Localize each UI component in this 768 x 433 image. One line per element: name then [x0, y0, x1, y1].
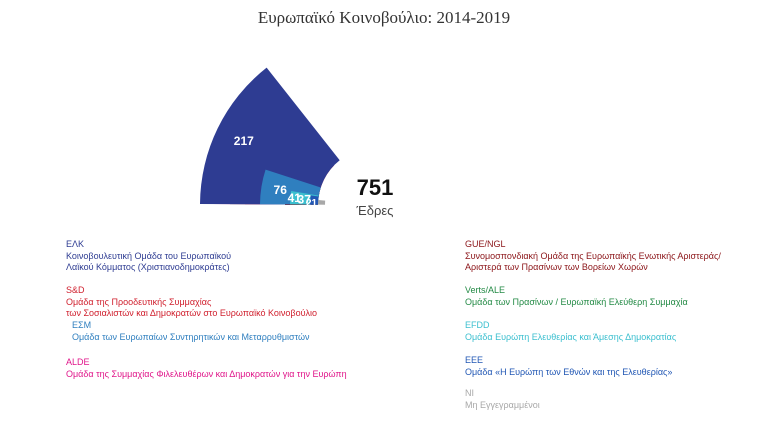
legend-item: GUE/NGL Συνομοσπονδιακή Ομάδα της Ευρωπαϊ…	[465, 239, 721, 274]
legend-desc: Κοινοβουλευτική Ομάδα του Ευρωπαϊκού	[66, 250, 232, 261]
segment-ελκ	[200, 67, 340, 205]
legend-abbr: ΕΣΜ	[72, 320, 92, 330]
legend-item: S&D Ομάδα της Προοδευτικής Συμμαχίας των Σ…	[66, 285, 317, 320]
legend-item: EFDD Ομάδα Ευρώπη Ελευθερίας και Άμεσης Δ…	[465, 320, 676, 343]
legend-abbr: ΕΕΕ	[465, 355, 484, 365]
legend-item: ALDE Ομάδα της Συμμαχίας Φιλελευθέρων και…	[66, 357, 347, 380]
legend-abbr: ALDE	[66, 357, 90, 367]
segment-value-label: 37	[298, 193, 312, 207]
legend-item: ΕΛΚ Κοινοβουλευτική Ομάδα του Ευρωπαϊκού Λ…	[66, 239, 231, 274]
legend-abbr: GUE/NGL	[465, 239, 506, 249]
legend-desc: Μη Εγγεγραμμένοι	[465, 399, 540, 410]
legend-desc: Ομάδα των Πρασίνων / Ευρωπαϊκή Ελεύθερη …	[465, 296, 688, 307]
legend-desc: Συνομοσπονδιακή Ομάδα της Ευρωπαϊκής Ενω…	[465, 250, 721, 261]
legend-desc: Ομάδα των Ευρωπαίων Συντηρητικών και Μετ…	[72, 331, 310, 342]
legend-abbr: ΕΛΚ	[66, 239, 85, 249]
segment-value-label: 21	[306, 198, 318, 209]
segment-εεε	[310, 195, 319, 205]
legend-desc: Αριστερά των Πρασίνων των Βορείων Χωρών	[465, 262, 648, 272]
legend-desc: Ομάδα «Η Ευρώπη των Εθνών και της Ελευθε…	[465, 366, 673, 377]
segment-ni	[318, 199, 326, 205]
legend-desc: Ομάδα της Προοδευτικής Συμμαχίας	[66, 296, 212, 307]
segment-value-label: 76	[274, 183, 288, 197]
legend-abbr: Verts/ALE	[465, 285, 506, 295]
legend-desc: Ομάδα της Συμμαχίας Φιλελευθέρων και Δημ…	[66, 368, 347, 379]
legend-desc: Λαϊκού Κόμματος (Χριστιανοδημοκράτες)	[66, 262, 230, 272]
legend-abbr: NI	[465, 388, 474, 398]
segment-value-label: 41	[288, 191, 302, 205]
legend-desc: Ομάδα Ευρώπη Ελευθερίας και Άμεσης Δημοκ…	[465, 331, 677, 342]
legend-item: Verts/ALE Ομάδα των Πρασίνων / Ευρωπαϊκή …	[465, 285, 688, 308]
legend-item: ΕΕΕ Ομάδα «Η Ευρώπη των Εθνών και της Ελε…	[465, 355, 672, 378]
legend-item: NI Μη Εγγεγραμμένοι	[465, 388, 540, 411]
legend-abbr: EFDD	[465, 320, 490, 330]
total-seats: 751	[357, 175, 394, 200]
legend-desc: των Σοσιαλιστών και Δημοκρατών στο Ευρωπ…	[66, 308, 317, 318]
legend-item: ΕΣΜ Ομάδα των Ευρωπαίων Συντηρητικών και …	[72, 320, 310, 343]
chart-title: Ευρωπαϊκό Κοινοβούλιο: 2014-2019	[257, 8, 511, 27]
total-seats-label: Έδρες	[356, 203, 394, 218]
legend-abbr: S&D	[66, 285, 85, 295]
segment-value-label: 217	[234, 134, 254, 148]
